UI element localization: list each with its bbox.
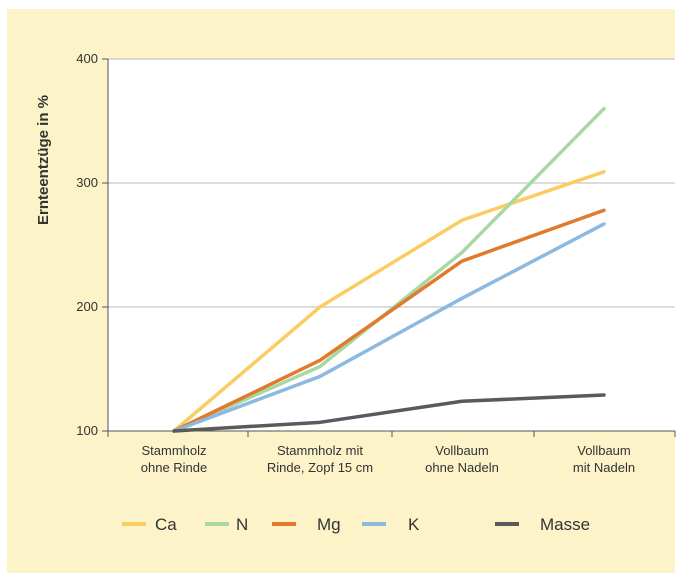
legend-label-mg: Mg: [317, 515, 341, 534]
series-line-masse: [172, 393, 606, 433]
legend-label-ca: Ca: [155, 515, 177, 534]
x-tick-labels: Stammholz ohne Rinde Stammholz mit Rinde, Z…: [141, 443, 635, 475]
legend: Ca N Mg K Masse: [122, 515, 590, 534]
legend-label-k: K: [408, 515, 420, 534]
plot-area: [108, 59, 675, 431]
y-axis-label: Ernteentzüge in %: [35, 95, 52, 225]
y-tick-label: 300: [76, 175, 98, 190]
x-category-label: Vollbaum ohne Nadeln: [425, 443, 499, 475]
series-line-ca: [172, 170, 606, 433]
x-category-label: Stammholz mit Rinde, Zopf 15 cm: [267, 443, 373, 475]
y-tick-label: 200: [76, 299, 98, 314]
y-tick-label: 100: [76, 423, 98, 438]
legend-label-masse: Masse: [540, 515, 590, 534]
y-tick-label: 400: [76, 51, 98, 66]
series-line-k: [172, 222, 606, 433]
x-category-label: Stammholz ohne Rinde: [141, 443, 208, 475]
series-line-mg: [172, 208, 606, 433]
y-tick-labels: 100 200 300 400: [76, 51, 98, 438]
x-category-label: Vollbaum mit Nadeln: [573, 443, 635, 475]
legend-label-n: N: [236, 515, 248, 534]
gridlines: [108, 58, 675, 431]
series-lines: [172, 106, 606, 433]
